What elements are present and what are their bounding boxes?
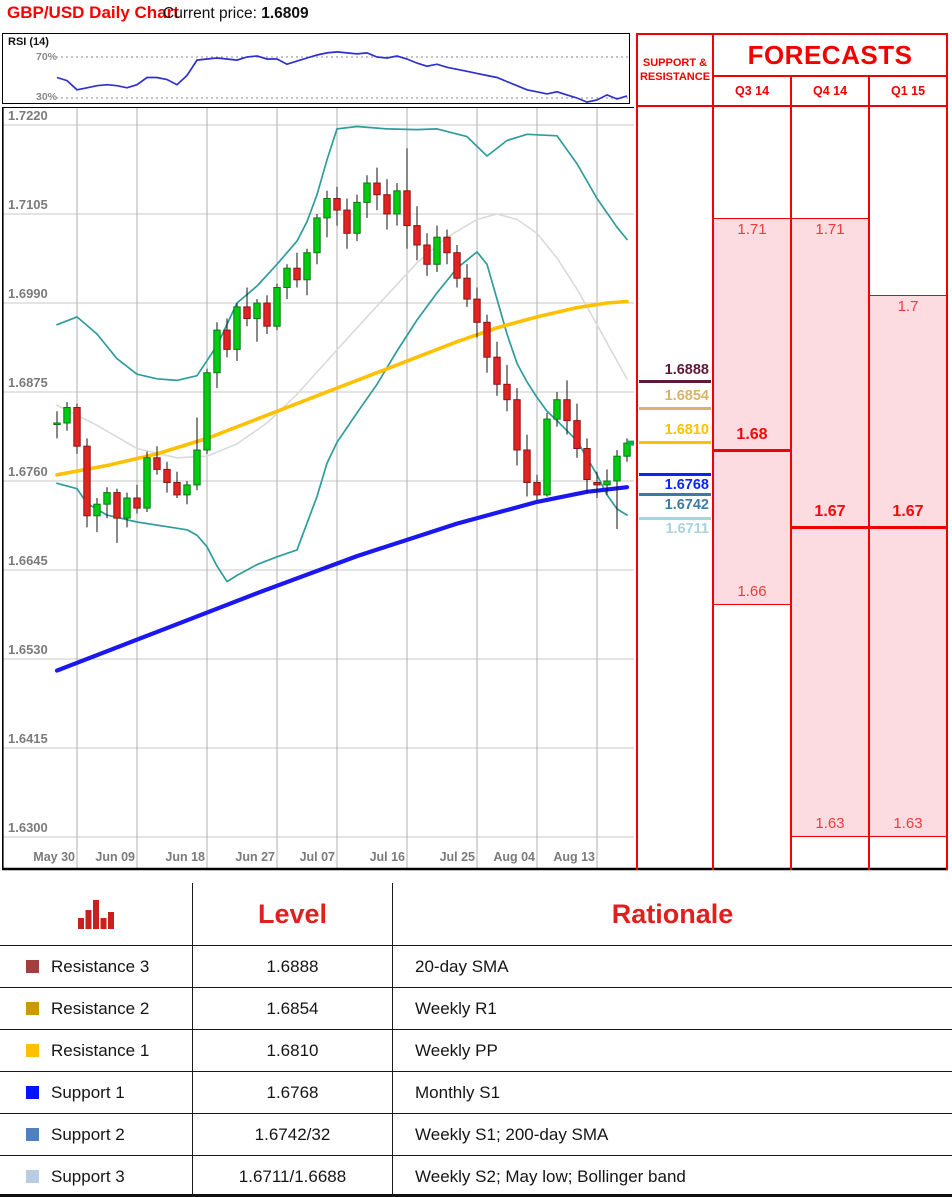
- forecast-quarter-header: Q3 14: [714, 77, 792, 107]
- bar-chart-icon: [78, 900, 114, 929]
- forecasts-header: FORECASTS: [714, 33, 948, 77]
- rsi-lower-level-label: 30%: [35, 91, 57, 103]
- row-name-label: Resistance 2: [51, 998, 150, 1018]
- level-swatch-icon: [26, 1170, 39, 1183]
- row-name-label: Resistance 1: [51, 1040, 150, 1060]
- table-row-level: 1.6768: [192, 1071, 393, 1113]
- sr-level-line: [639, 380, 711, 384]
- table-row-name: Resistance 2: [0, 987, 192, 1029]
- table-row-rationale: Weekly R1: [393, 987, 952, 1029]
- level-swatch-icon: [26, 1128, 39, 1141]
- rsi-panel: RSI (14) 70% 30%: [2, 33, 630, 104]
- svg-text:1.7105: 1.7105: [8, 197, 48, 212]
- level-header: Level: [192, 883, 393, 945]
- sr-level-line: [639, 517, 711, 521]
- sr-level-line: [639, 440, 711, 444]
- forecast-high-label: 1.71: [737, 220, 767, 238]
- table-row-name: Support 2: [0, 1113, 192, 1155]
- table-row-rationale: Weekly PP: [393, 1029, 952, 1071]
- forecast-high-label: 1.7: [897, 298, 919, 316]
- svg-text:Jul 07: Jul 07: [300, 850, 335, 864]
- forecast-target-line: [870, 525, 946, 529]
- forecast-column: 1.71 1.66 1.68: [714, 107, 792, 870]
- forecast-low-label: 1.63: [815, 815, 845, 832]
- svg-text:1.6415: 1.6415: [8, 731, 48, 746]
- svg-text:1.6300: 1.6300: [8, 820, 48, 835]
- svg-text:1.6875: 1.6875: [8, 375, 48, 390]
- current-price-label: Current price:: [163, 5, 257, 22]
- table-row-name: Resistance 1: [0, 1029, 192, 1071]
- support-resistance-panel: 1.6888 1.6854 1.6810 1.6768 1.6742 1.6711: [636, 107, 714, 870]
- support-resistance-header: SUPPORT & RESISTANCE: [636, 33, 714, 107]
- sr-level-line: [639, 473, 711, 477]
- table-row-level: 1.6711/1.6688: [192, 1155, 393, 1197]
- table-row-rationale: Weekly S2; May low; Bollinger band: [393, 1155, 952, 1197]
- current-price: Current price: 1.6809: [163, 5, 309, 23]
- rsi-label: RSI (14): [8, 36, 49, 48]
- forecast-target-line: [792, 525, 868, 529]
- row-name-label: Support 1: [51, 1082, 125, 1102]
- forecast-target-label: 1.67: [814, 503, 846, 521]
- rsi-upper-level-label: 70%: [35, 51, 57, 63]
- svg-text:1.6530: 1.6530: [8, 642, 48, 657]
- svg-text:Jul 25: Jul 25: [440, 850, 475, 864]
- forecast-high-label: 1.71: [815, 220, 845, 238]
- level-swatch-icon: [26, 960, 39, 973]
- table-row-level: 1.6888: [192, 945, 393, 987]
- table-row-level: 1.6810: [192, 1029, 393, 1071]
- table-row-name: Resistance 3: [0, 945, 192, 987]
- forecast-low-label: 1.66: [737, 582, 767, 600]
- rationale-header: Rationale: [611, 898, 734, 929]
- table-row-rationale: 20-day SMA: [393, 945, 952, 987]
- svg-text:Aug 13: Aug 13: [553, 850, 595, 864]
- sr-level-line: [639, 493, 711, 497]
- level-swatch-icon: [26, 1086, 39, 1099]
- forecast-low-label: 1.63: [893, 815, 923, 832]
- forecast-column: 1.7 1.63 1.67: [870, 107, 948, 870]
- forecast-target-line: [714, 448, 790, 452]
- forecast-target-label: 1.68: [736, 426, 768, 443]
- forecast-range-band: [870, 295, 946, 837]
- page-title: GBP/USD Daily Chart: [7, 3, 179, 22]
- svg-text:May 30: May 30: [33, 850, 75, 864]
- table-row-rationale: Weekly S1; 200-day SMA: [393, 1113, 952, 1155]
- table-row-rationale: Monthly S1: [393, 1071, 952, 1113]
- table-row-level: 1.6854: [192, 987, 393, 1029]
- sr-level-label: 1.6742: [664, 497, 709, 514]
- table-row-name: Support 3: [0, 1155, 192, 1197]
- sr-level-label: 1.6711: [665, 521, 709, 538]
- svg-text:Aug 04: Aug 04: [493, 850, 535, 864]
- forecast-range-band: [714, 217, 790, 605]
- current-price-value: 1.6809: [261, 5, 309, 22]
- svg-text:1.6760: 1.6760: [8, 464, 48, 479]
- sr-level-label: 1.6768: [664, 477, 709, 494]
- sr-level-label: 1.6854: [664, 388, 709, 405]
- forecast-target-label: 1.67: [892, 503, 924, 521]
- svg-text:1.6645: 1.6645: [8, 553, 48, 568]
- levels-table: Level Rationale Resistance 3 1.6888 20-day…: [0, 883, 952, 1197]
- forecast-quarter-header: Q4 14: [792, 77, 870, 107]
- table-row-name: Support 1: [0, 1071, 192, 1113]
- svg-text:Jun 27: Jun 27: [235, 850, 275, 864]
- table-row-level: 1.6742/32: [192, 1113, 393, 1155]
- row-name-label: Resistance 3: [51, 956, 150, 976]
- table-icon-cell: [0, 883, 192, 945]
- svg-text:Jun 18: Jun 18: [165, 850, 205, 864]
- support-resistance-header-label: SUPPORT & RESISTANCE: [639, 56, 711, 83]
- svg-text:Jul 16: Jul 16: [370, 850, 405, 864]
- row-name-label: Support 2: [51, 1124, 125, 1144]
- svg-text:1.7220: 1.7220: [8, 108, 48, 123]
- sr-level-line: [639, 406, 711, 410]
- forecast-column: 1.71 1.63 1.67: [792, 107, 870, 870]
- row-name-label: Support 3: [51, 1166, 125, 1186]
- sr-level-label: 1.6810: [664, 422, 709, 439]
- sr-level-label: 1.6888: [664, 361, 709, 378]
- level-swatch-icon: [26, 1002, 39, 1015]
- svg-text:1.6990: 1.6990: [8, 286, 48, 301]
- level-swatch-icon: [26, 1044, 39, 1057]
- forecast-quarter-header: Q1 15: [870, 77, 948, 107]
- svg-text:Jun 09: Jun 09: [95, 850, 135, 864]
